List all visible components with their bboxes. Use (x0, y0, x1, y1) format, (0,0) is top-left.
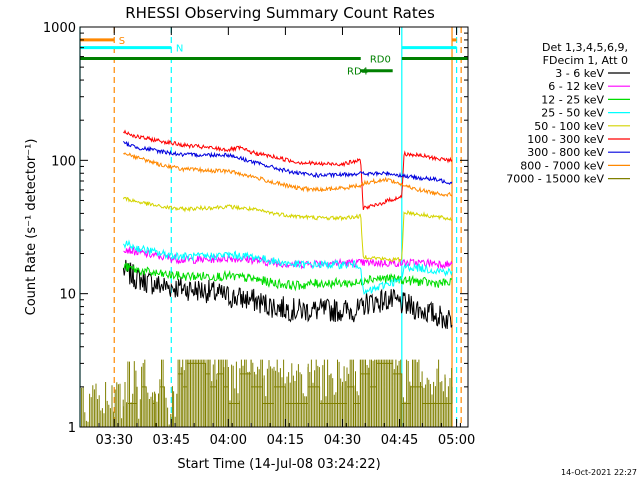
legend-header-1: FDecim 1, Att 0 (543, 54, 628, 67)
y-axis-label: Count Rate (s⁻¹ detector⁻¹) (24, 139, 39, 316)
x-axis: 03:30 03:45 04:00 04:15 04:30 04:45 05:00 (79, 27, 475, 448)
chart-title: RHESSI Observing Summary Count Rates (125, 4, 435, 22)
y-tick-label-1: 10 (59, 288, 76, 303)
series-line-1 (123, 246, 453, 270)
x-tick-label-1: 03:45 (153, 433, 190, 448)
x-tick-label-6: 05:00 (438, 433, 475, 448)
series-line-6 (123, 140, 453, 185)
legend-label-3: 25 - 50 keV (541, 107, 604, 120)
series-line-5 (123, 129, 453, 210)
series-line-7 (123, 152, 453, 198)
series-line-0 (122, 259, 453, 330)
legend-label-7: 800 - 7000 keV (520, 159, 604, 172)
y-axis: 1 10 100 1000 (43, 21, 468, 436)
x-axis-label: Start Time (14-Jul-08 03:24:22) (177, 457, 380, 472)
mode-segment-label-0: S (119, 36, 125, 47)
legend-header-0: Det 1,3,4,5,6,9, (542, 41, 628, 54)
x-tick-label-5: 04:45 (381, 433, 418, 448)
legend-label-1: 6 - 12 keV (548, 80, 604, 93)
legend: Det 1,3,4,5,6,9,FDecim 1, Att 03 - 6 keV… (506, 41, 630, 186)
x-tick-label-0: 03:30 (96, 433, 133, 448)
series-line-4 (122, 196, 453, 263)
legend-label-0: 3 - 6 keV (555, 67, 604, 80)
legend-label-6: 300 - 800 keV (527, 146, 604, 159)
mode-segment-label-4: RD0 (370, 55, 391, 66)
legend-label-5: 100 - 300 keV (527, 133, 604, 146)
y-tick-label-2: 100 (51, 154, 76, 169)
y-tick-label-3: 1000 (43, 21, 76, 36)
mode-segment-label-6: RD4 (347, 67, 368, 78)
x-tick-label-3: 04:15 (267, 433, 304, 448)
timestamp: 14-Oct-2021 22:27 (561, 468, 637, 477)
mode-segment-label-2: N (176, 44, 183, 55)
legend-label-2: 12 - 25 keV (541, 93, 604, 106)
legend-label-8: 7000 - 15000 keV (506, 173, 604, 186)
x-tick-label-2: 04:00 (210, 433, 247, 448)
time-markers (79, 27, 462, 427)
series-group (79, 129, 453, 428)
series-line-8 (79, 359, 453, 428)
x-tick-label-4: 04:30 (324, 433, 361, 448)
y-tick-label-0: 1 (68, 421, 76, 436)
legend-label-4: 50 - 100 keV (534, 120, 604, 133)
plot-frame (79, 26, 469, 428)
series-line-3 (122, 239, 453, 295)
